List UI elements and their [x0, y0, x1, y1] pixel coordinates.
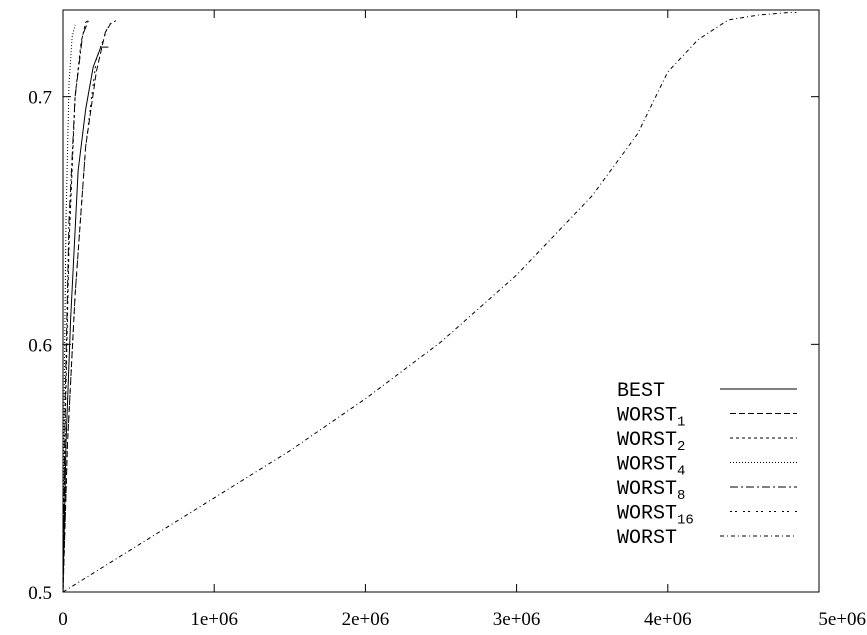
legend-label: WORST	[617, 527, 677, 550]
legend-label: WORST2	[617, 429, 685, 455]
legend-label-text: BEST	[617, 380, 665, 403]
legend-label-subscript: 16	[677, 513, 694, 529]
legend-label-subscript: 1	[677, 415, 685, 431]
series-lines	[62, 12, 797, 593]
legend-label: WORST8	[617, 478, 685, 504]
legend-label-text: WORST	[617, 405, 677, 428]
x-tick-label: 1e+06	[190, 609, 238, 630]
axis-ticks: 0 1e+06 2e+06 3e+06 4e+06 5e+06 0.5 0.6 0.7	[28, 10, 866, 630]
series-line-worst4	[62, 24, 76, 593]
legend-label-text: WORST	[617, 454, 677, 477]
legend-label-text: WORST	[617, 503, 677, 526]
legend-label-subscript: 8	[677, 488, 685, 504]
legend-label-text: WORST	[617, 478, 677, 501]
legend-label-text: WORST	[617, 429, 677, 452]
legend-label-subscript: 4	[677, 464, 685, 480]
series-line-best	[62, 46, 109, 593]
x-tick-label: 0	[58, 609, 68, 630]
series-line-worst2	[62, 19, 90, 593]
series-line-worst	[62, 12, 797, 593]
y-tick-label: 0.6	[28, 335, 52, 356]
series-line-worst1	[62, 22, 112, 593]
legend-label: WORST1	[617, 405, 685, 431]
series-line-worst16	[62, 19, 118, 593]
legend-label-text: WORST	[617, 527, 677, 550]
x-tick-label: 3e+06	[493, 609, 541, 630]
x-tick-label: 4e+06	[644, 609, 692, 630]
y-tick-label: 0.5	[28, 583, 52, 604]
x-tick-label: 5e+06	[818, 609, 866, 630]
y-tick-label: 0.7	[28, 88, 52, 109]
legend-label: WORST4	[617, 454, 685, 480]
x-tick-label: 2e+06	[342, 609, 390, 630]
series-line-worst8	[62, 19, 90, 593]
legend-label: BEST	[617, 380, 665, 403]
legend-label: WORST16	[617, 503, 694, 529]
legend-label-subscript: 2	[677, 439, 685, 455]
plot-frame	[62, 9, 820, 593]
